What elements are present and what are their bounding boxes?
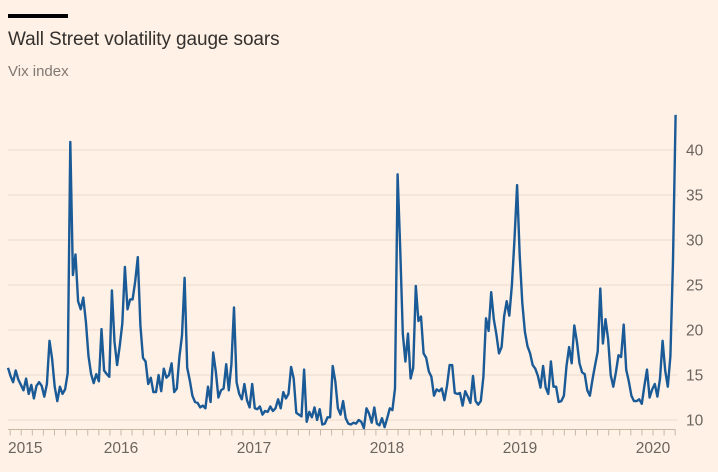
brand-motif-bar	[8, 14, 68, 18]
chart-title: Wall Street volatility gauge soars	[8, 29, 280, 50]
y-axis-tick-label: 15	[686, 368, 703, 385]
x-axis-year-label: 2017	[237, 440, 271, 457]
y-axis-tick-label: 25	[686, 278, 703, 295]
x-axis-year-label: 2016	[104, 440, 138, 457]
x-axis-year-label: 2015	[8, 440, 42, 457]
y-axis-tick-label: 10	[686, 413, 704, 430]
y-axis-tick-label: 30	[686, 233, 704, 250]
x-axis-year-label: 2019	[503, 440, 537, 457]
vix-line-series	[6, 114, 677, 430]
y-axis-tick-label: 20	[686, 323, 704, 340]
y-axis-tick-label: 35	[686, 188, 703, 205]
y-axis-tick-label: 40	[686, 143, 704, 160]
x-axis-year-label: 2018	[370, 440, 404, 457]
x-axis-year-label: 2020	[636, 440, 671, 457]
chart-subtitle: Vix index	[8, 63, 69, 80]
